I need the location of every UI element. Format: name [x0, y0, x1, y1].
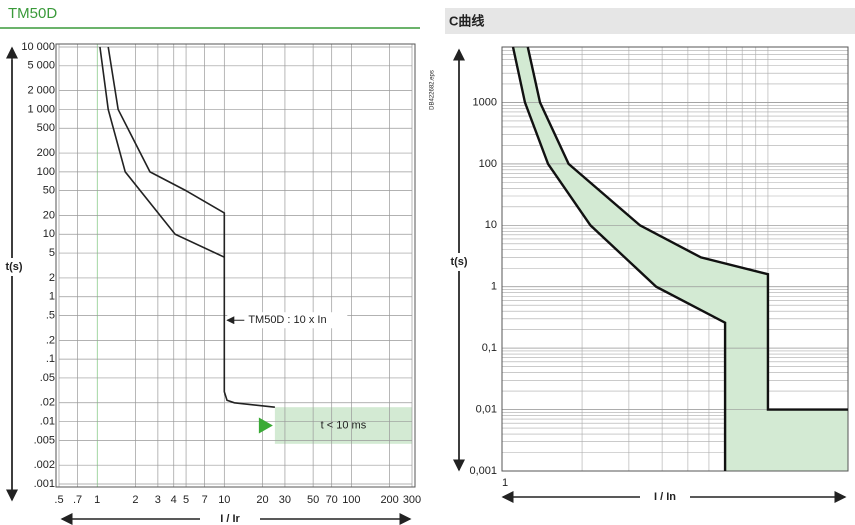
y-tick-label: 1: [49, 291, 55, 303]
y-tick-label: 10 000: [21, 41, 55, 53]
x-tick-label: 2: [132, 494, 138, 506]
x-axis-label: I / In: [654, 491, 676, 503]
zone: [274, 407, 412, 444]
label-bg: [447, 253, 471, 271]
zone-arrow: [258, 417, 273, 434]
x-tick-label: 1: [94, 494, 100, 506]
curve: [99, 46, 225, 258]
y-axis-label: t(s): [5, 261, 22, 273]
x-tick-label: 10: [218, 494, 230, 506]
y-tick-label: 0,01: [476, 403, 497, 415]
x-axis-label: I / Ir: [220, 513, 240, 525]
x-tick-label: 100: [342, 494, 360, 506]
y-tick-label: .02: [40, 397, 55, 409]
y-tick-label: 10: [485, 219, 497, 231]
plot-frame: [55, 43, 416, 488]
y-tick-label: 0,1: [482, 342, 497, 354]
y-tick-label: .5: [46, 309, 55, 321]
x-tick-label: .5: [54, 494, 63, 506]
x-tick-label: 200: [380, 494, 398, 506]
y-tick-label: 2 000: [27, 85, 55, 97]
y-tick-label: 5: [49, 247, 55, 259]
curve: [107, 46, 275, 408]
y-tick-label: 1: [491, 281, 497, 293]
y-tick-label: 10: [43, 228, 55, 240]
y-tick-label: 2: [49, 272, 55, 284]
x-tick-label: 50: [307, 494, 319, 506]
y-tick-label: 1 000: [27, 103, 55, 115]
annotation-bg: [227, 312, 348, 329]
x-tick-label: 30: [279, 494, 291, 506]
chart-title: TM50D: [8, 5, 57, 22]
y-tick-label: .1: [46, 353, 55, 365]
y-tick-label: .05: [40, 372, 55, 384]
x-tick-label: 7: [202, 494, 208, 506]
curve: [526, 46, 848, 411]
curve: [511, 46, 727, 471]
y-tick-label: 500: [37, 122, 55, 134]
plot-frame: [501, 46, 849, 472]
y-tick-label: .001: [34, 478, 55, 490]
y-tick-label: .01: [40, 415, 55, 427]
x-tick-label: 4: [171, 494, 177, 506]
x-tick-label: .7: [73, 494, 82, 506]
x-tick-label: 300: [403, 494, 421, 506]
zone-label: t < 10 ms: [321, 419, 367, 431]
annotation: TM50D : 10 x In: [248, 314, 326, 326]
y-tick-label: .2: [46, 334, 55, 346]
y-tick-label: 0,001: [469, 465, 497, 477]
x-tick-label: 20: [256, 494, 268, 506]
x-tick-label: 1: [502, 477, 508, 489]
y-tick-label: 100: [37, 166, 55, 178]
x-tick-label: 3: [155, 494, 161, 506]
y-tick-label: 1000: [473, 96, 497, 108]
y-tick-label: 5 000: [27, 60, 55, 72]
label-bg: [6, 258, 26, 276]
y-axis-label: t(s): [450, 256, 467, 268]
y-tick-label: .002: [34, 459, 55, 471]
band-fill: [513, 47, 848, 471]
chart-title: C曲线: [449, 13, 484, 28]
y-tick-label: 200: [37, 147, 55, 159]
y-tick-label: 50: [43, 185, 55, 197]
y-tick-label: 20: [43, 209, 55, 221]
header-bar: [445, 8, 855, 34]
y-tick-label: 100: [479, 158, 497, 170]
side-note: DB422682.eps: [430, 70, 436, 110]
x-tick-label: 70: [326, 494, 338, 506]
x-tick-label: 5: [183, 494, 189, 506]
y-tick-label: .005: [34, 434, 55, 446]
